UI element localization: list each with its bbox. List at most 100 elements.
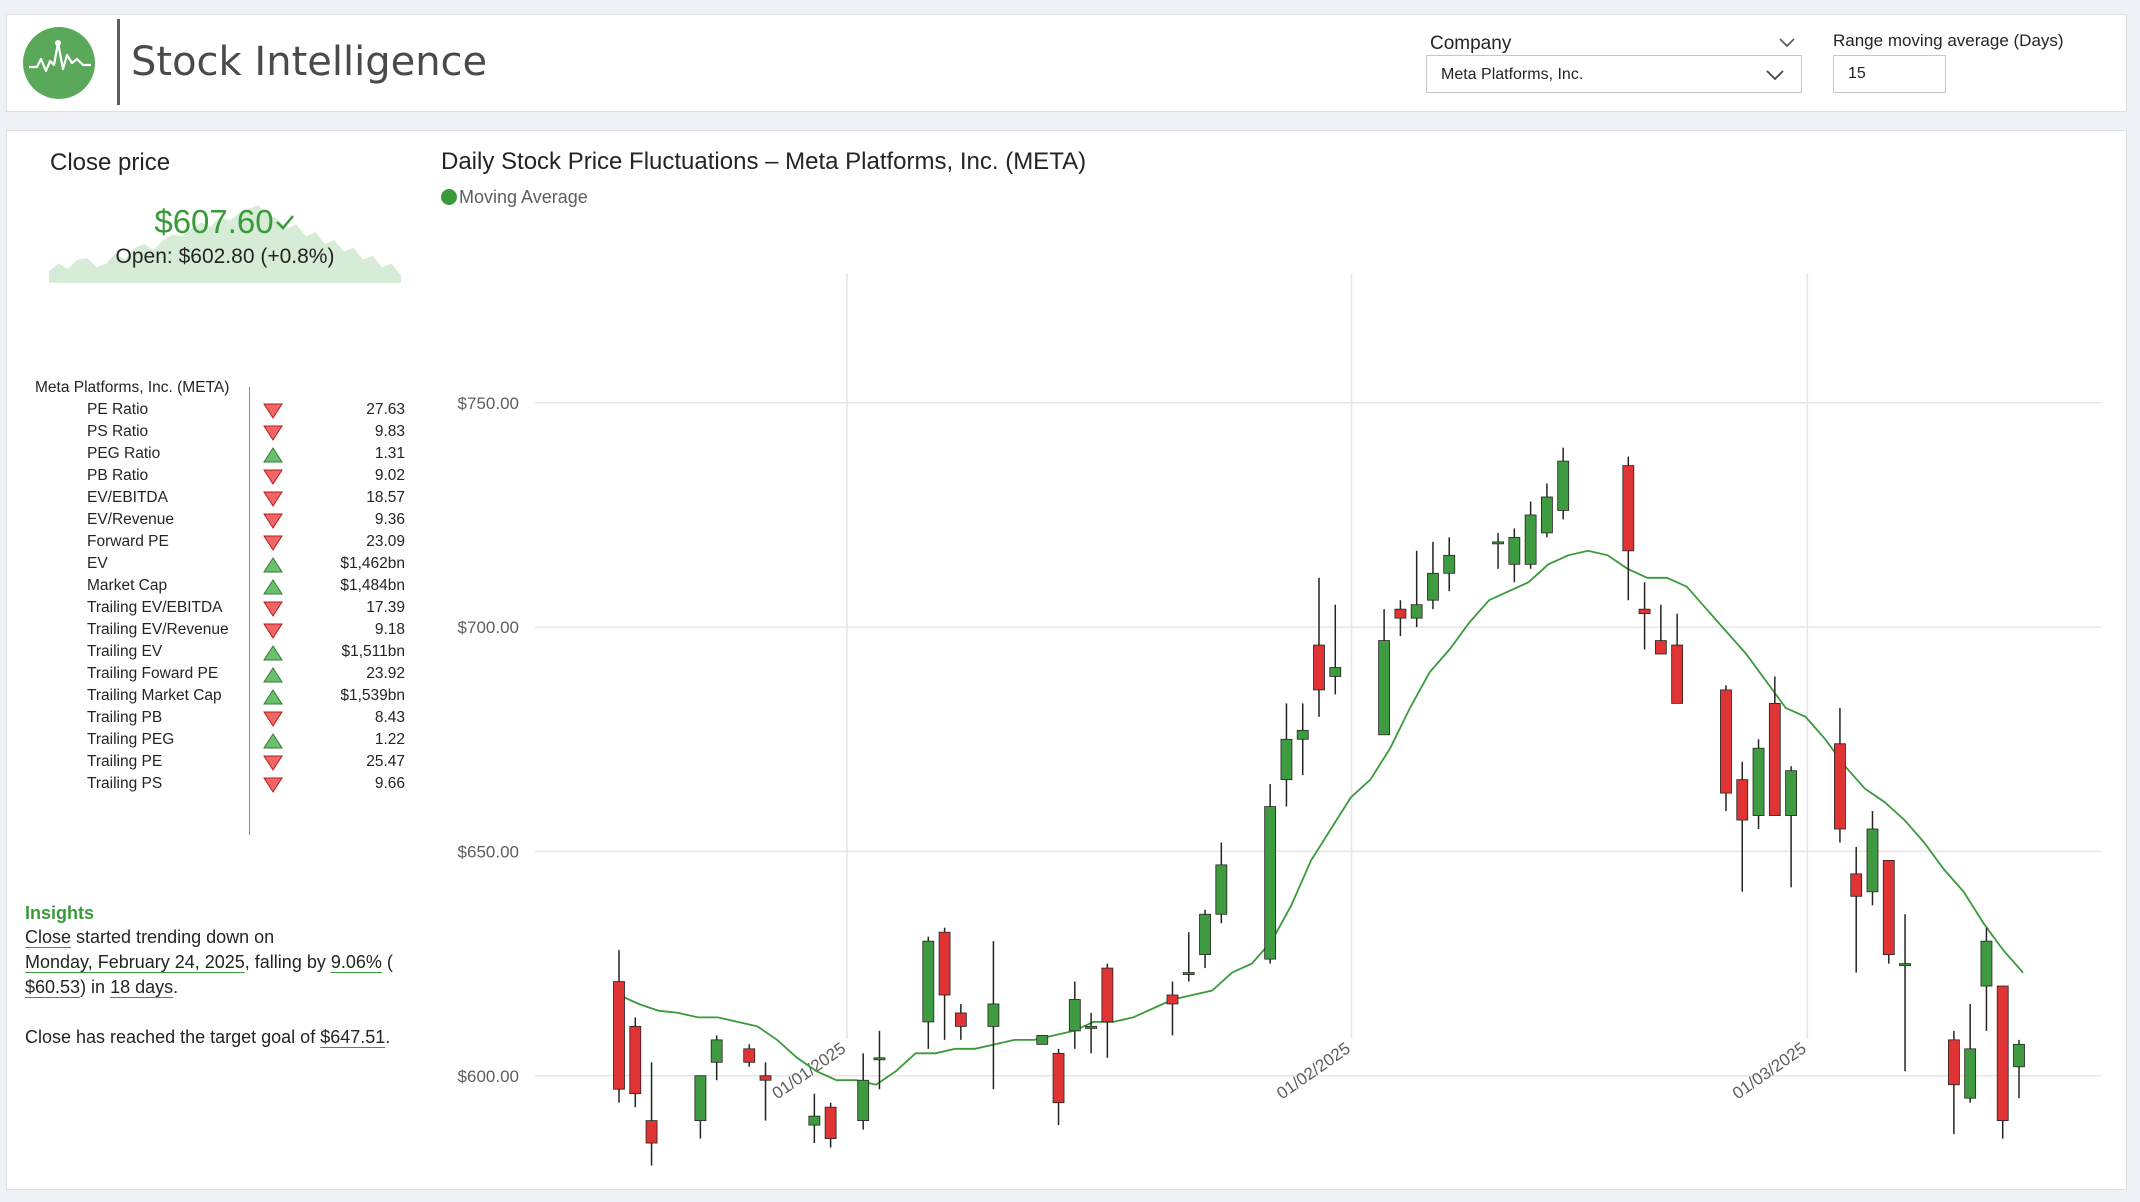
candle[interactable] [1166,981,1179,1036]
candle[interactable] [2013,1039,2025,1099]
x-tick-label: 01/01/2025 [769,1039,850,1103]
insight-link-days[interactable]: 18 days [110,977,174,997]
checkmark-icon [275,215,294,230]
candle[interactable] [629,1017,642,1108]
candle[interactable] [1492,532,1504,569]
metric-name: Trailing EV [87,643,163,660]
chevron-down-icon[interactable] [1775,31,1799,55]
candle[interactable] [1947,1030,1960,1135]
metric-value: 18.57 [366,489,405,506]
insight-link-close[interactable]: Close [25,927,72,947]
metric-name: Trailing PS [87,775,163,792]
candle[interactable] [1410,550,1423,628]
insight-link-date[interactable]: Monday, February 24, 2025 [25,952,245,972]
metric-name: Trailing EV/Revenue [87,621,229,638]
candle[interactable] [1964,1003,1977,1103]
candle[interactable] [873,1030,886,1090]
candle-body [743,1048,756,1063]
insight-link-percent[interactable]: 9.06% [330,952,382,972]
candle[interactable] [1866,811,1879,906]
candle[interactable] [759,1062,772,1121]
candle[interactable] [1329,604,1342,695]
candle[interactable] [938,927,951,1040]
candle-body [1036,1034,1049,1045]
metric-row: Trailing EV/Revenue 9.18 [35,621,405,643]
candle[interactable] [1280,703,1293,807]
triangle-up-icon [263,579,283,595]
candle[interactable] [1638,582,1651,650]
candle-body [1166,994,1179,1005]
main-panel: Close price $607.60 Open: $602.80 (+0.8%… [6,130,2127,1190]
insight-line-1: Close started trending down on [25,925,274,950]
candle[interactable] [1557,447,1570,520]
candle-body [873,1057,886,1061]
candle[interactable] [1215,842,1228,924]
candle[interactable] [824,1102,837,1148]
metric-row: Trailing EV/EBITDA 17.39 [35,599,405,621]
range-ma-input[interactable]: 15 [1833,55,1946,93]
candle[interactable] [1980,927,1993,1031]
header-bar: Stock Intelligence Company Meta Platform… [6,14,2127,112]
candle-body [1443,554,1456,574]
candle[interactable] [857,1053,870,1130]
candle[interactable] [1036,1034,1049,1045]
candle[interactable] [1068,981,1081,1049]
candle[interactable] [1622,456,1635,601]
candle[interactable] [1394,600,1407,637]
candle[interactable] [1671,613,1684,704]
candle[interactable] [1720,685,1732,812]
candle[interactable] [1768,676,1781,816]
company-dropdown[interactable]: Meta Platforms, Inc. [1426,55,1802,93]
candle[interactable] [1296,703,1309,776]
candle[interactable] [922,936,935,1049]
candle[interactable] [694,1075,707,1139]
candle[interactable] [1313,577,1325,717]
candle[interactable] [1508,528,1521,583]
candle-body [1622,465,1635,552]
candle[interactable] [1899,914,1911,1072]
candle[interactable] [1524,501,1537,569]
candle[interactable] [1785,766,1797,888]
metric-row: Trailing Market Cap $1,539bn [35,687,405,709]
metric-name: Trailing Foward PE [87,665,219,682]
chart-legend[interactable]: Moving Average [441,187,588,208]
candle[interactable] [1654,604,1667,655]
candle[interactable] [645,1062,658,1166]
insight-link-amount[interactable]: $60.53 [25,977,81,997]
metric-value: $1,539bn [340,687,405,704]
candle[interactable] [1541,483,1553,538]
candle-body [1899,963,1911,966]
candle[interactable] [1996,985,2009,1139]
candle[interactable] [1736,761,1749,892]
metric-value: 9.66 [374,775,405,792]
candle-body [2013,1043,2025,1068]
candle[interactable] [710,1035,723,1081]
candle[interactable] [613,950,625,1103]
insight-link-target[interactable]: $647.51 [320,1027,386,1047]
candlestick-chart[interactable]: $600.00 $650.00 $700.00 $750.00 01/01/2025 01… [441,221,2101,1181]
triangle-down-icon [263,403,283,419]
candle[interactable] [1850,846,1863,973]
candle[interactable] [1427,541,1439,610]
candle[interactable] [743,1044,756,1067]
candle[interactable] [808,1093,821,1144]
triangle-up-icon [263,733,283,749]
candle[interactable] [1052,1048,1065,1126]
triangle-down-icon [263,777,283,793]
candle[interactable] [1882,860,1895,964]
candle[interactable] [954,1003,967,1040]
candle[interactable] [1199,909,1211,969]
candle[interactable] [1182,932,1195,982]
candle[interactable] [1264,784,1277,964]
metric-value: 25.47 [366,753,405,770]
candle[interactable] [1834,707,1846,843]
candle[interactable] [1378,609,1391,736]
candle[interactable] [1443,537,1456,592]
candle[interactable] [1752,739,1765,829]
candle[interactable] [1101,963,1114,1058]
candle[interactable] [987,941,1000,1090]
candle[interactable] [1085,1012,1097,1054]
candle-body [1508,536,1521,565]
triangle-down-icon [263,601,283,617]
candle-body [645,1120,658,1144]
